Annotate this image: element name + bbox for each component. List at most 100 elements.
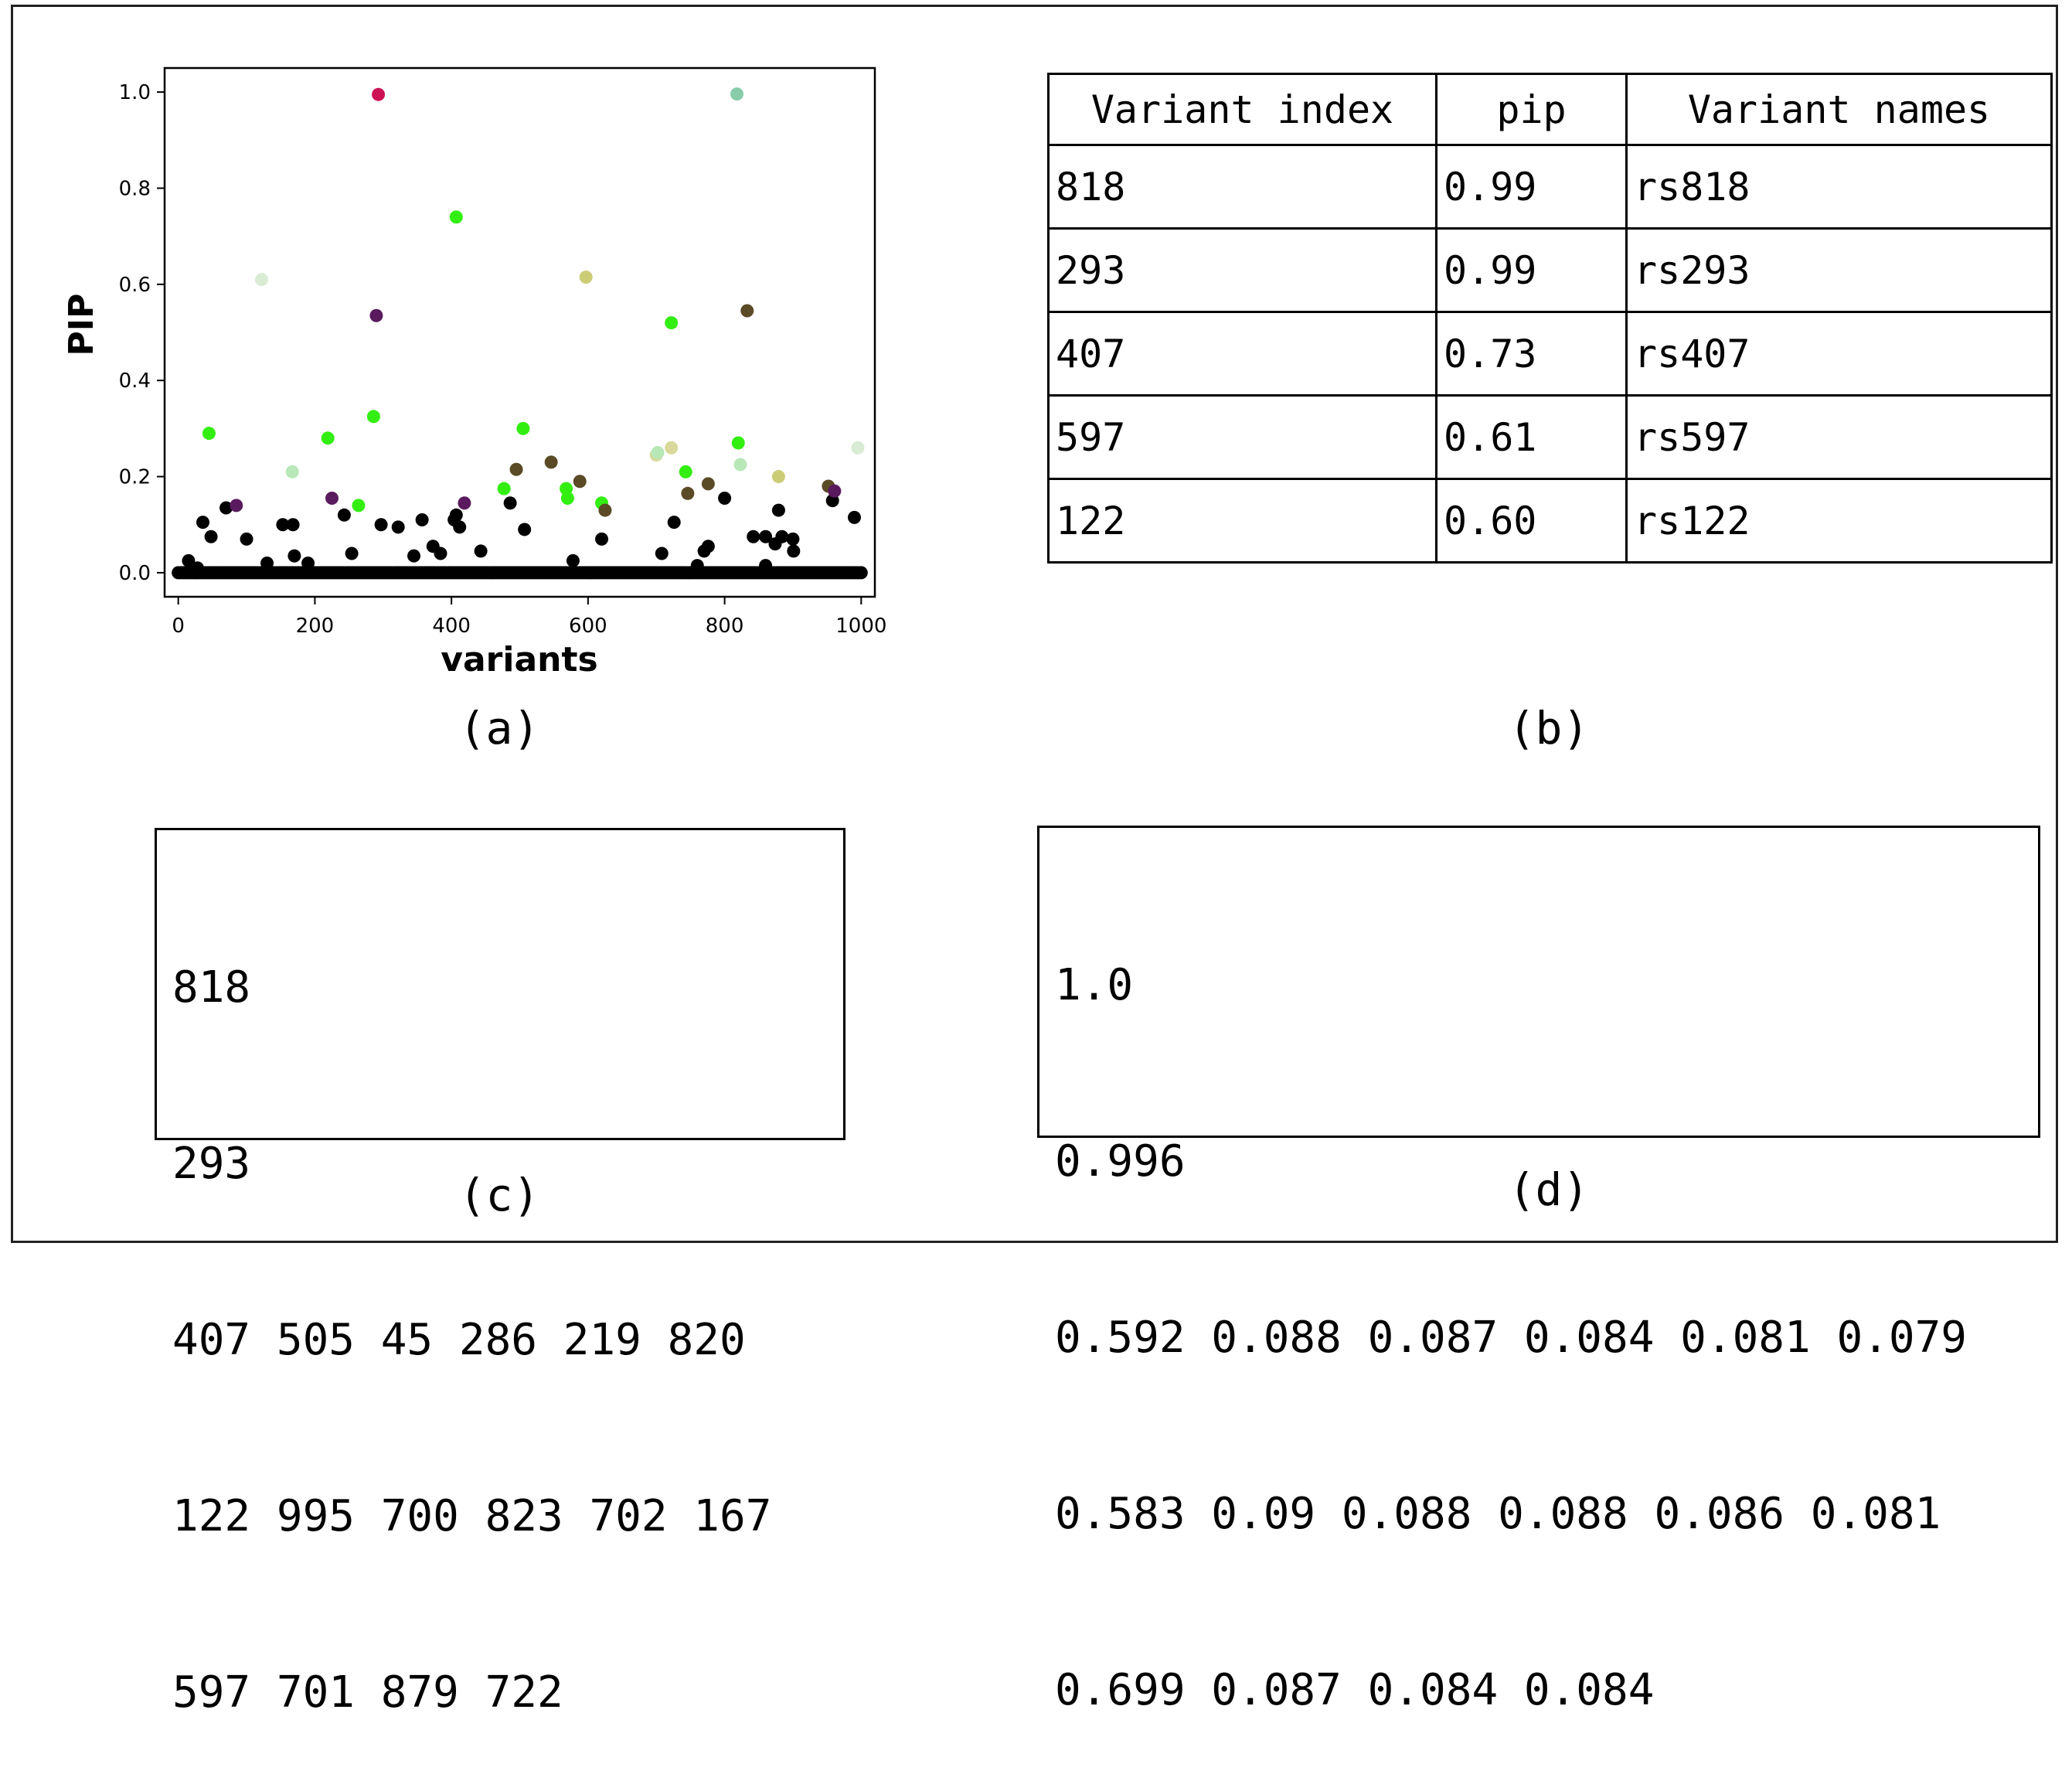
credible-set-point xyxy=(573,475,587,489)
scatter-point xyxy=(407,549,421,563)
scatter-point xyxy=(690,559,704,573)
scatter-point xyxy=(759,530,773,543)
cell-index: 407 xyxy=(1047,311,1437,397)
x-axis-label: variants xyxy=(441,640,597,679)
credible-set-point xyxy=(230,499,243,513)
scatter-point xyxy=(301,556,315,570)
credible-set-point xyxy=(369,308,383,322)
x-axis-ticks: 0 200 400 600 800 1000 xyxy=(172,597,886,638)
cell-pip: 0.73 xyxy=(1435,311,1628,397)
text-line: 0.592 0.088 0.087 0.084 0.081 0.079 xyxy=(1055,1313,1968,1363)
panel-label-b: (b) xyxy=(1508,702,1590,754)
credible-set-point xyxy=(560,482,573,495)
credible-set-point xyxy=(509,462,523,476)
text-line: 407 505 45 286 219 820 xyxy=(172,1315,746,1365)
cell-pip: 0.61 xyxy=(1435,394,1628,480)
panel-label-a: (a) xyxy=(458,702,540,754)
credible-set-point xyxy=(449,210,463,224)
credible-set-point xyxy=(372,87,386,101)
scatter-point xyxy=(240,532,253,546)
scatter-point xyxy=(771,503,785,517)
credible-set-point xyxy=(321,431,335,445)
x-tick-label: 200 xyxy=(296,615,335,638)
credible-set-point xyxy=(285,465,299,478)
scatter-point xyxy=(260,556,274,570)
scatter-point xyxy=(747,530,760,543)
credible-set-point xyxy=(579,270,593,284)
scatter-point xyxy=(786,532,800,546)
x-tick-label: 0 xyxy=(172,615,185,638)
credible-set-point xyxy=(651,445,665,459)
scatter-point xyxy=(655,547,669,560)
scatter-point xyxy=(595,532,609,546)
header-variant-names: Variant names xyxy=(1625,73,2053,146)
scatter-point xyxy=(276,518,290,532)
scatter-point xyxy=(286,518,300,532)
credible-set-point xyxy=(851,441,865,455)
credible-set-point xyxy=(458,496,471,510)
credible-set-point xyxy=(325,492,339,506)
figure-frame xyxy=(11,5,2058,1243)
cell-index: 122 xyxy=(1047,478,1437,564)
y-tick-label: 0.8 xyxy=(119,177,151,200)
credible-set-point xyxy=(254,273,268,287)
y-tick-label: 0.6 xyxy=(119,274,151,297)
scatter-point xyxy=(415,513,429,527)
credible-set-point xyxy=(665,441,679,455)
table-row: 122 0.60 rs122 xyxy=(1047,478,2053,564)
text-line: 122 995 700 823 702 167 xyxy=(172,1491,772,1541)
scatter-point xyxy=(518,523,532,536)
y-tick-label: 0.4 xyxy=(119,369,151,393)
scatter-point xyxy=(759,559,773,573)
y-tick-label: 1.0 xyxy=(119,81,151,104)
scatter-point xyxy=(345,547,359,560)
scatter-point xyxy=(204,530,218,543)
x-tick-label: 600 xyxy=(569,615,607,638)
cell-pip: 0.99 xyxy=(1435,144,1628,230)
scatter-point xyxy=(474,544,488,558)
x-tick-label: 800 xyxy=(706,615,744,638)
table-row: 407 0.73 rs407 xyxy=(1047,311,2053,397)
table-row: 597 0.61 rs597 xyxy=(1047,394,2053,480)
scatter-point xyxy=(434,547,447,560)
scatter-point xyxy=(503,496,517,510)
x-tick-label: 1000 xyxy=(835,615,886,638)
credible-set-point xyxy=(679,465,692,478)
table-row: 293 0.99 rs293 xyxy=(1047,227,2053,313)
cell-name: rs818 xyxy=(1625,144,2053,230)
cell-name: rs122 xyxy=(1625,478,2053,564)
credible-set-point xyxy=(730,87,744,101)
variant-table: Variant index pip Variant names 818 0.99… xyxy=(1047,73,2053,564)
scatter-point xyxy=(374,518,388,532)
scatter-point xyxy=(566,553,580,567)
credible-set-point xyxy=(771,470,785,484)
scatter-point xyxy=(219,501,233,515)
cell-name: rs597 xyxy=(1625,394,2053,480)
scatter-point xyxy=(787,544,801,558)
scatter-point xyxy=(775,530,789,543)
credible-set-point xyxy=(733,458,747,472)
scatter-point xyxy=(667,516,681,530)
credible-set-point xyxy=(497,482,511,495)
text-line: 818 xyxy=(172,962,251,1013)
scatter-point xyxy=(337,508,351,522)
scatter-point xyxy=(190,561,204,575)
scatter-point xyxy=(391,520,405,534)
credible-sets-index-box: 818 293 407 505 45 286 219 820 122 995 7… xyxy=(155,828,845,1718)
credible-set-point xyxy=(598,503,612,517)
credible-set-point xyxy=(681,486,695,500)
pip-scatter-plot: 0 200 400 600 800 1000 0.0 0.2 0.4 0.6 0.8 1.0 var… xyxy=(62,66,886,679)
scatter-point xyxy=(196,516,209,530)
text-line: 1.0 xyxy=(1055,960,1134,1010)
scatter-point xyxy=(287,549,301,563)
y-tick-label: 0.0 xyxy=(119,562,151,585)
y-tick-label: 0.2 xyxy=(119,466,151,489)
cell-index: 597 xyxy=(1047,394,1437,480)
credible-set-point xyxy=(544,455,558,469)
credible-set-point xyxy=(516,421,530,435)
scatter-point xyxy=(449,508,463,522)
header-pip: pip xyxy=(1435,73,1628,146)
panel-label-d: (d) xyxy=(1508,1163,1590,1216)
credible-set-point xyxy=(828,484,842,498)
scatter-point xyxy=(182,553,196,567)
